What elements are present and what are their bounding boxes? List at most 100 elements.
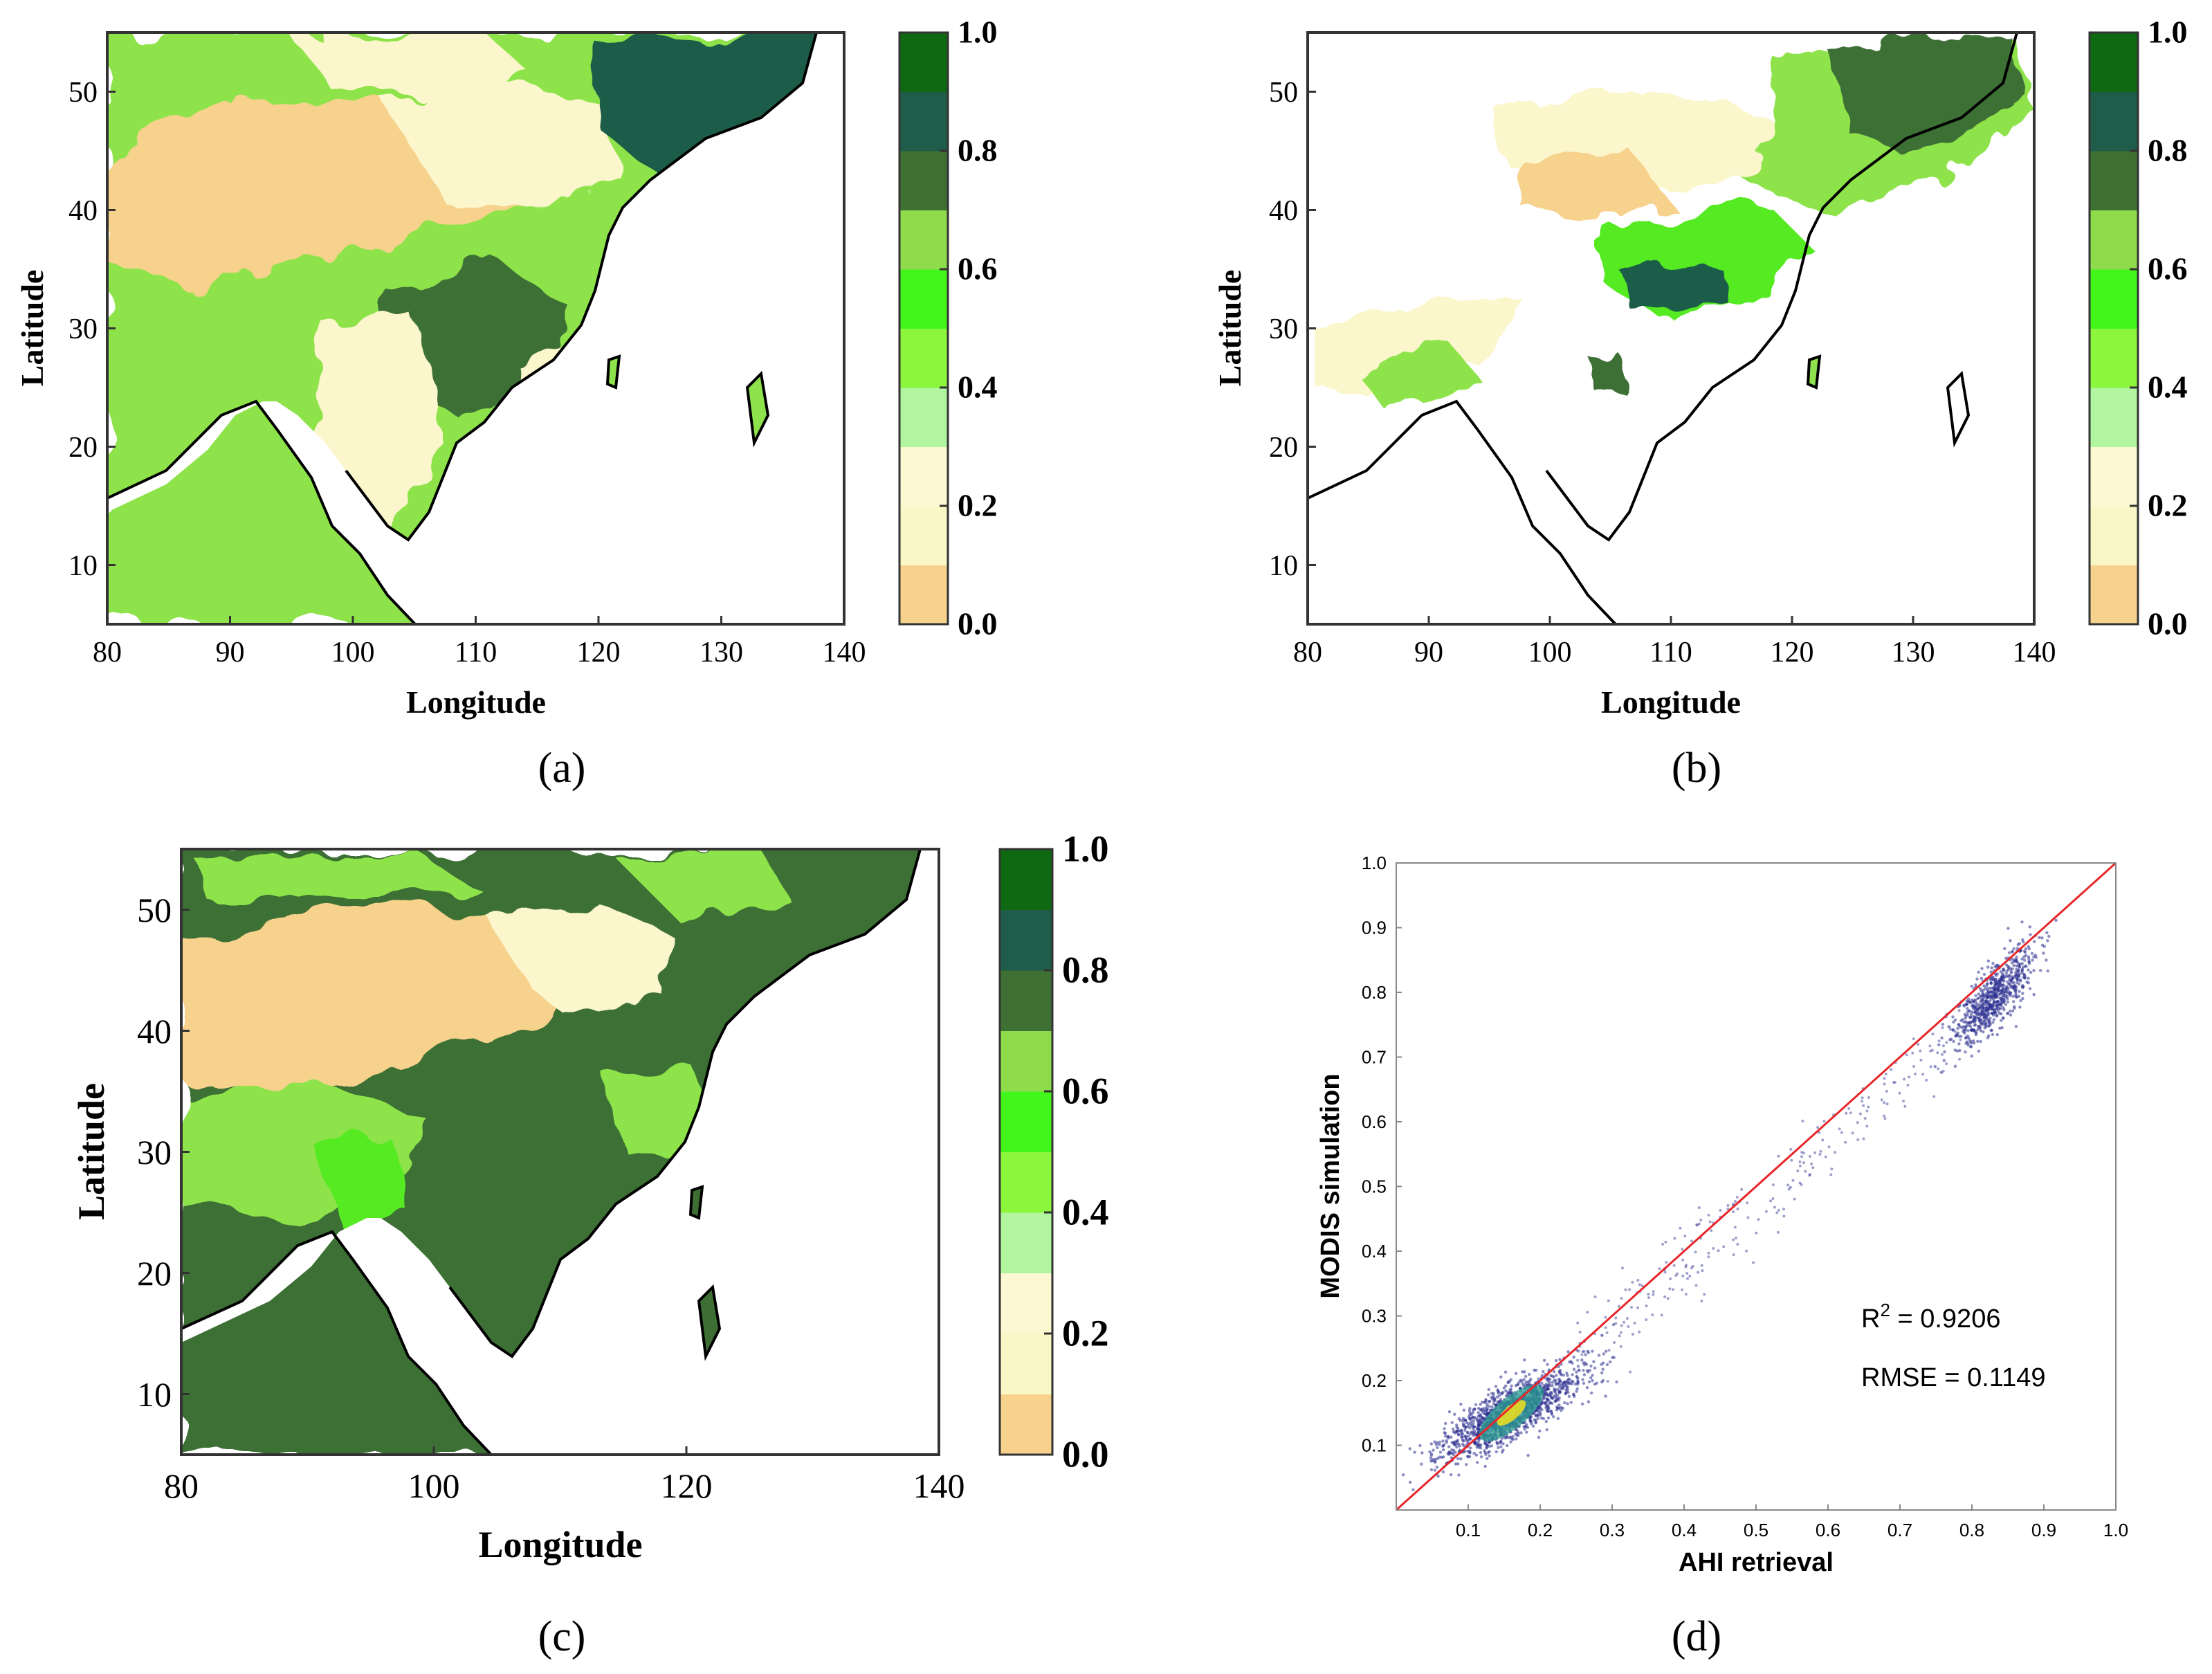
scatter-point (1582, 1373, 1587, 1376)
scatter-point (2004, 974, 2008, 979)
scatter-point (1929, 1049, 1932, 1053)
scatter-point (1576, 1381, 1580, 1385)
scatter-point (1811, 1166, 1815, 1170)
scatter-point (1986, 965, 1990, 969)
y-tick-label: 0.4 (1362, 1241, 1387, 1262)
y-tick-label: 10 (137, 1375, 172, 1414)
y-tick-label: 10 (68, 550, 98, 582)
scatter-point (1975, 977, 1979, 981)
scatter-point (1477, 1410, 1480, 1414)
scatter-point (1550, 1412, 1553, 1416)
scatter-point (1802, 1152, 1806, 1155)
scatter-point (1540, 1374, 1544, 1377)
scatter-point (1560, 1373, 1563, 1376)
scatter-point (1979, 1023, 1983, 1026)
scatter-point (1969, 1016, 1973, 1019)
scatter-point (1459, 1457, 1463, 1461)
scatter-point (1443, 1427, 1446, 1430)
colorbar-segment (2090, 328, 2138, 388)
scatter-point (1484, 1398, 1488, 1401)
scatter-point (1554, 1358, 1558, 1363)
scatter-point (1499, 1445, 1503, 1448)
scatter-point (1676, 1272, 1679, 1275)
scatter-point (1511, 1435, 1515, 1439)
y-tick-label: 30 (137, 1133, 172, 1172)
y-tick-label: 20 (137, 1254, 172, 1293)
colorbar-segment (2090, 269, 2138, 329)
panel-b-xlabel: Longitude (1601, 684, 1741, 720)
panel-a-ylabel: Latitude (15, 270, 50, 387)
scatter-point (1543, 1388, 1546, 1392)
scatter-point (2032, 940, 2036, 943)
scatter-point (1681, 1288, 1684, 1291)
scatter-point (1514, 1432, 1517, 1436)
scatter-point (1483, 1401, 1486, 1404)
scatter-point (1957, 1042, 1961, 1046)
scatter-point (1588, 1369, 1592, 1372)
scatter-point (1545, 1428, 1548, 1432)
scatter-point (1947, 1025, 1950, 1028)
scatter-point (2011, 994, 2015, 999)
y-tick-label: 10 (1269, 550, 1298, 582)
scatter-point (2022, 940, 2025, 944)
colorbar-tick-label: 0.0 (2148, 606, 2188, 642)
scatter-point (1782, 1208, 1786, 1211)
scatter-point (1468, 1413, 1472, 1417)
scatter-point (1970, 1004, 1974, 1008)
scatter-point (1446, 1435, 1450, 1438)
scatter-point (2019, 979, 2022, 983)
map-b-philippines (1946, 370, 1971, 448)
scatter-point (1908, 1075, 1911, 1079)
scatter-point (2047, 934, 2051, 938)
scatter-point (1503, 1436, 1507, 1440)
scatter-point (1499, 1441, 1502, 1445)
scatter-point (2004, 956, 2008, 960)
scatter-point (1629, 1370, 1632, 1374)
scatter-point (1665, 1261, 1668, 1264)
colorbar-tick-label: 0.2 (1062, 1313, 1109, 1354)
scatter-point (1505, 1444, 1509, 1448)
scatter-point (1977, 1012, 1981, 1016)
y-tick-label: 0.8 (1362, 982, 1387, 1003)
x-tick-label: 140 (913, 1466, 965, 1505)
scatter-point (1495, 1395, 1499, 1399)
scatter-point (1542, 1358, 1546, 1363)
scatter-point (1434, 1443, 1438, 1446)
scatter-point (1420, 1462, 1423, 1466)
scatter-point (1587, 1380, 1591, 1383)
x-tick-label: 100 (1528, 637, 1572, 668)
scatter-point (1465, 1430, 1470, 1434)
panel-d-r2: R2 = 0.9206 (1861, 1300, 2000, 1334)
panel-d-rmse: RMSE = 0.1149 (1861, 1363, 2046, 1392)
scatter-point (1571, 1373, 1574, 1376)
scatter-point (1731, 1210, 1735, 1214)
scatter-point (1952, 1039, 1955, 1044)
scatter-point (1973, 999, 1976, 1003)
colorbar-segment (899, 565, 948, 625)
scatter-point (1880, 1098, 1883, 1102)
scatter-point (1533, 1418, 1537, 1421)
scatter-point (1470, 1419, 1473, 1423)
scatter-point (1645, 1304, 1648, 1308)
scatter-point (1717, 1249, 1720, 1253)
scatter-point (1827, 1145, 1831, 1149)
scatter-point (2029, 933, 2032, 936)
scatter-point (1483, 1449, 1486, 1453)
scatter-point (1991, 1013, 1995, 1017)
scatter-point (1921, 1073, 1925, 1076)
colorbar-segment (899, 269, 948, 329)
scatter-point (2024, 964, 2027, 968)
scatter-point (1943, 1050, 1946, 1054)
map-c-green-north (194, 849, 484, 900)
scatter-point (1438, 1440, 1442, 1444)
scatter-point (1584, 1353, 1587, 1356)
scatter-point (1999, 970, 2003, 974)
scatter-point (1819, 1149, 1822, 1153)
scatter-point (1478, 1444, 1482, 1448)
scatter-point (2008, 982, 2011, 985)
scatter-point (1986, 1034, 1991, 1038)
scatter-point (1710, 1229, 1713, 1232)
scatter-point (2017, 963, 2020, 967)
scatter-point (1726, 1203, 1730, 1207)
scatter-point (1719, 1208, 1722, 1212)
